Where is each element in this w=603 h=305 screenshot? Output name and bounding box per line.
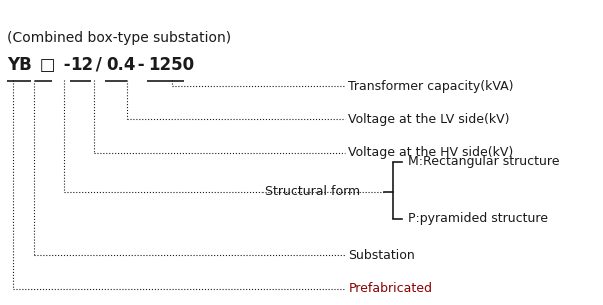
Text: P:pyramided structure: P:pyramided structure: [408, 213, 548, 225]
Text: Prefabricated: Prefabricated: [349, 282, 432, 295]
Text: -: -: [58, 56, 77, 74]
Text: Transformer capacity(kVA): Transformer capacity(kVA): [349, 80, 514, 92]
Text: □: □: [34, 56, 56, 74]
Text: YB: YB: [7, 56, 32, 74]
Text: 0.4: 0.4: [106, 56, 136, 74]
Text: Substation: Substation: [349, 249, 415, 262]
Text: Voltage at the HV side(kV): Voltage at the HV side(kV): [349, 146, 514, 159]
Text: -: -: [132, 56, 150, 74]
Text: /: /: [90, 56, 107, 74]
Text: 12: 12: [70, 56, 93, 74]
Text: M:Rectangular structure: M:Rectangular structure: [408, 155, 560, 168]
Text: Structural form: Structural form: [265, 185, 360, 198]
Text: Voltage at the LV side(kV): Voltage at the LV side(kV): [349, 113, 510, 126]
Text: 1250: 1250: [148, 56, 194, 74]
Text: (Combined box-type substation): (Combined box-type substation): [7, 31, 232, 45]
